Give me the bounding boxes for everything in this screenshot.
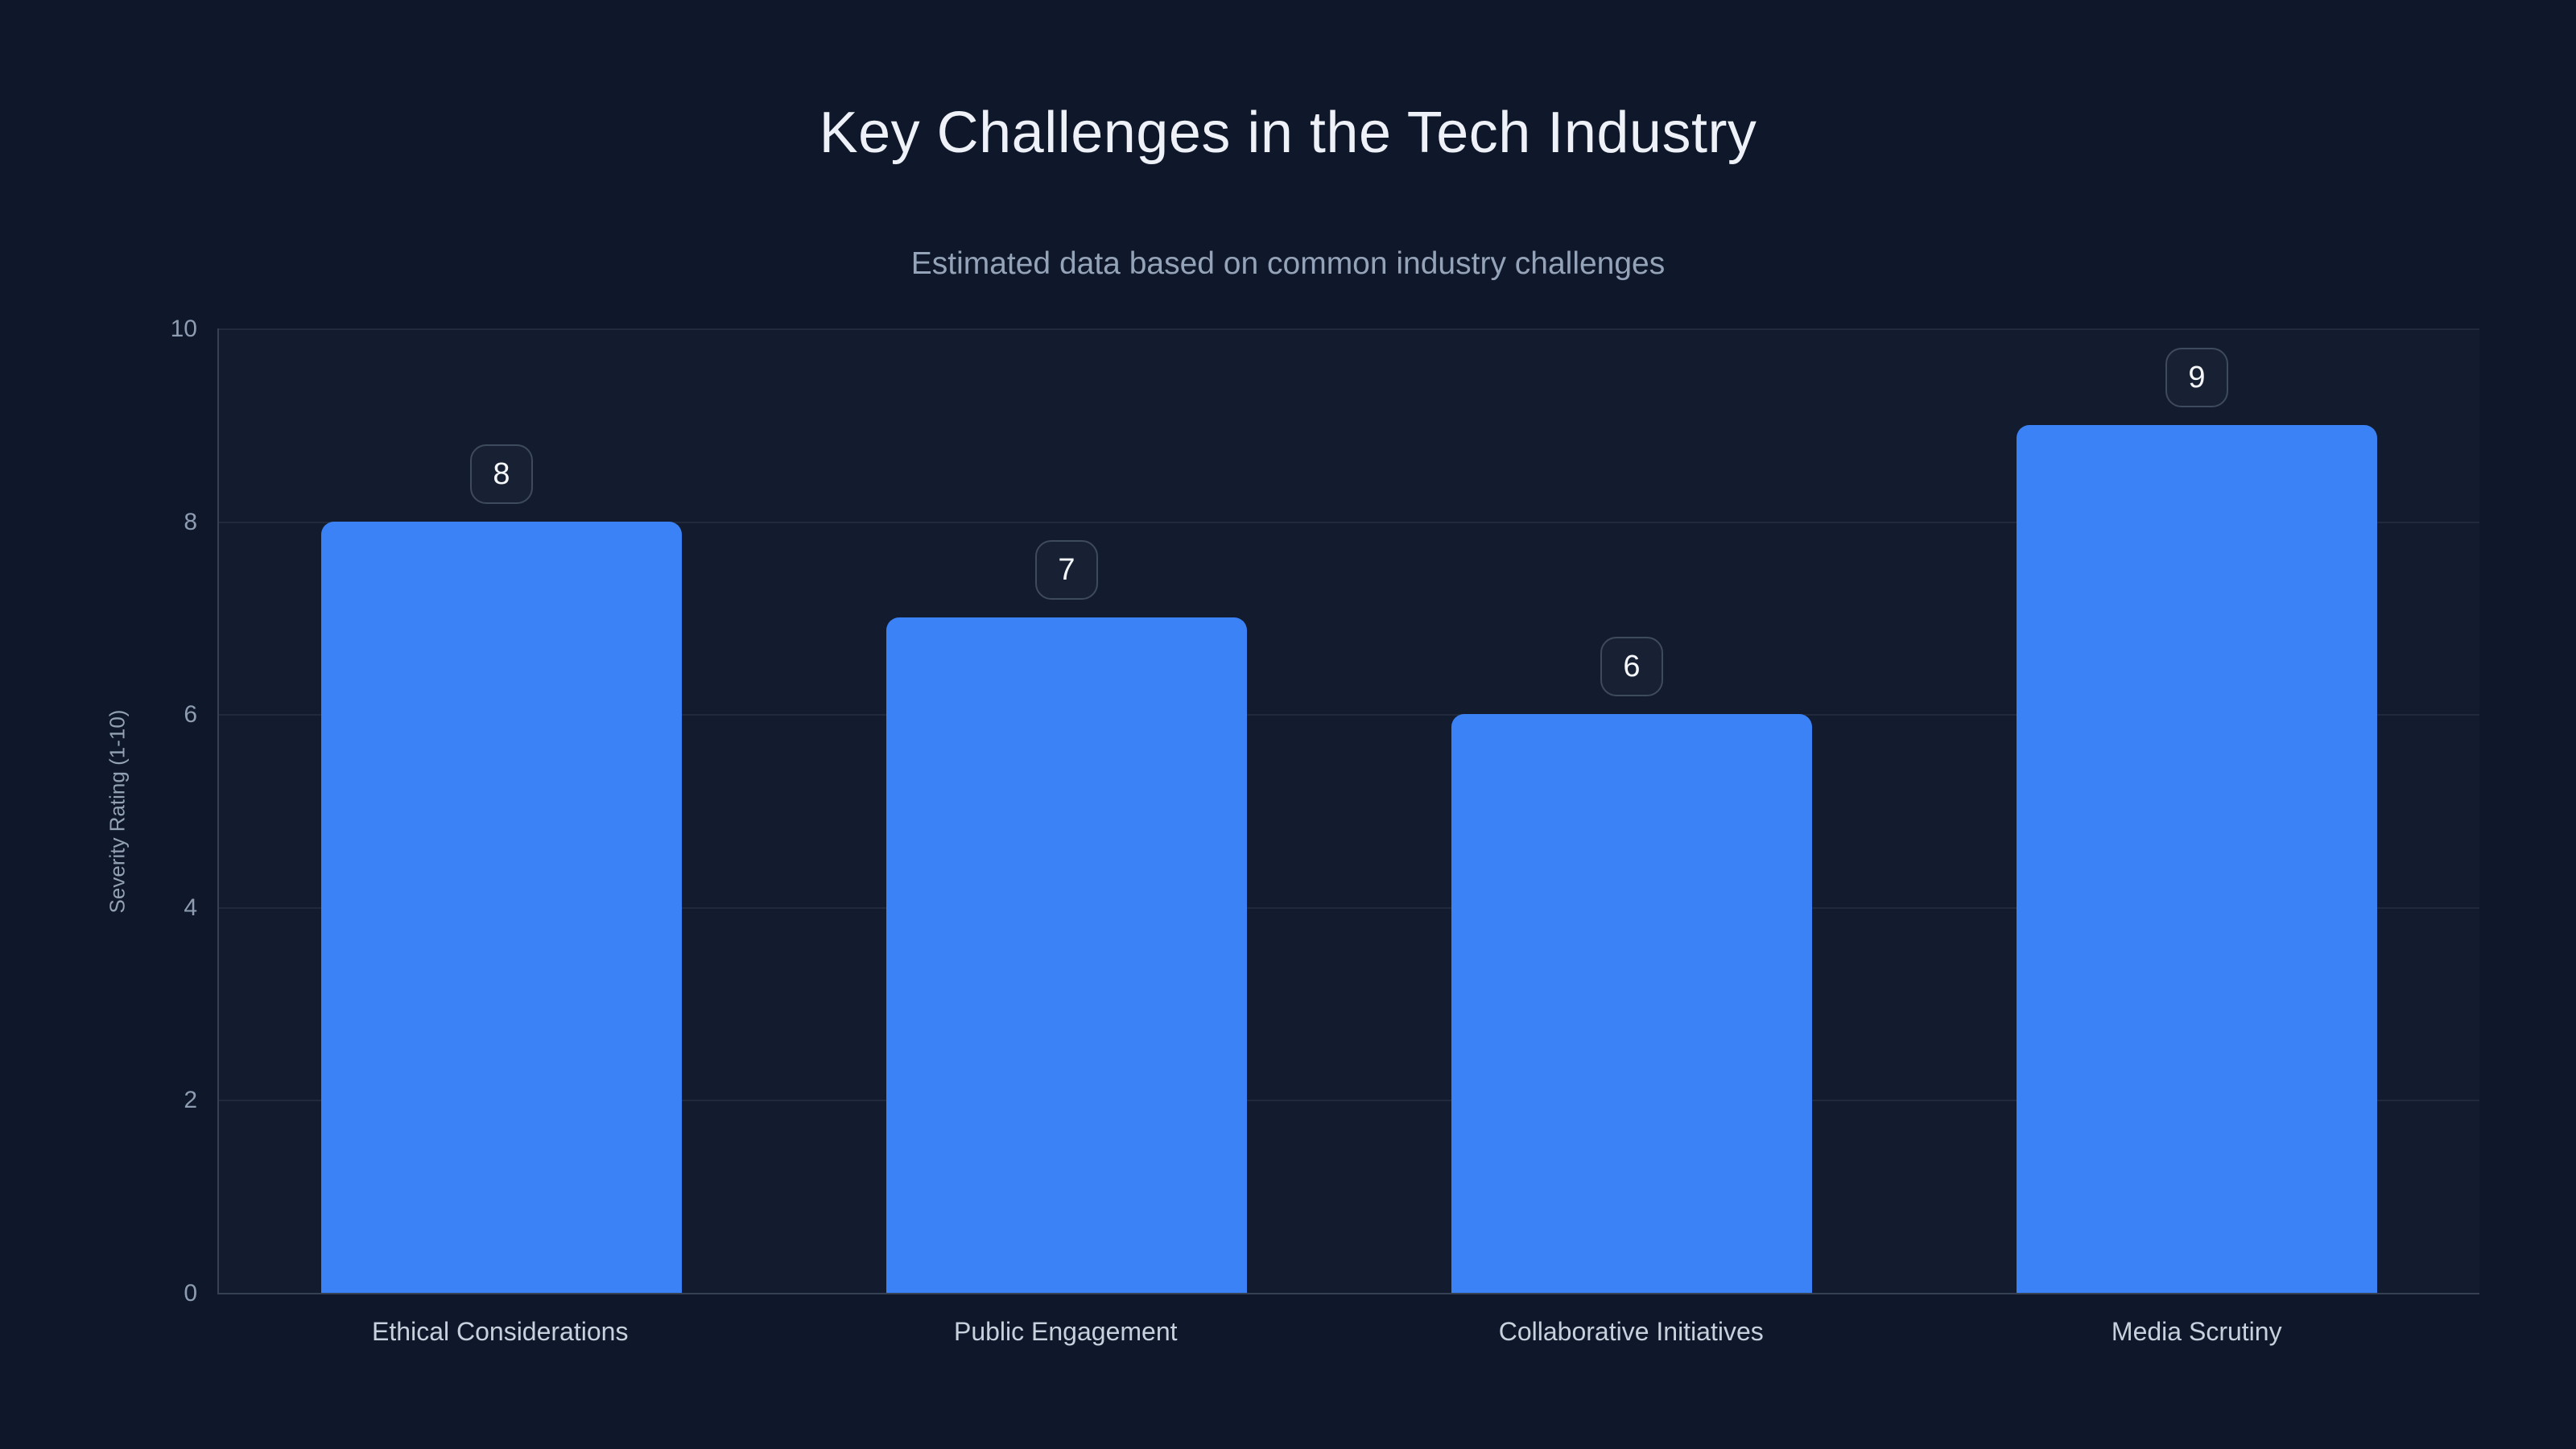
value-badge: 9 [2165,347,2228,407]
x-axis-label-media-scrutiny: Media Scrutiny [2111,1317,2282,1346]
bar-ethical-considerations [321,521,682,1293]
gridline-2: 2 [184,1088,2479,1113]
bar-group-collaborative-initiatives: 6 [1349,328,1914,1293]
gridline-4: 4 [184,895,2479,919]
chart-subtitle: Estimated data based on common industry … [910,246,1666,281]
x-axis-labels: Ethical Considerations Public Engagement… [217,1317,2479,1347]
bar-collaborative-initiatives [1451,714,1812,1293]
value-badge-text: 7 [1058,553,1075,588]
bar-group-ethical-considerations: 8 [219,328,784,1293]
value-badge: 8 [470,444,533,504]
plot-area: 10 8 6 4 2 0 8 7 6 [171,317,2479,1306]
value-badge-text: 8 [493,456,510,491]
bar-media-scrutiny [2017,424,2377,1293]
bars-container: 8 7 6 9 [219,328,2479,1293]
gridline-10: 10 [171,317,2479,341]
bar-group-media-scrutiny: 9 [1914,328,2479,1293]
x-axis-label-ethical-considerations: Ethical Considerations [372,1317,629,1346]
y-axis-title: Severity Rating (1-10) [105,709,130,914]
bar-public-engagement [886,617,1247,1293]
y-tick-label-4: 4 [184,894,197,921]
y-tick-label-2: 2 [184,1087,197,1114]
chart-title: Key Challenges in the Tech Industry [819,101,1757,165]
value-badge-text: 6 [1623,650,1641,684]
value-badge-text: 9 [2188,360,2206,394]
y-tick-label-0: 0 [184,1280,197,1307]
x-axis-label-collaborative-initiatives: Collaborative Initiatives [1498,1317,1764,1346]
value-badge: 7 [1035,540,1098,601]
gridline-0: 0 [184,1282,2479,1306]
gridline-8: 8 [184,510,2479,534]
value-badge: 6 [1600,637,1663,697]
bar-group-public-engagement: 7 [784,328,1349,1293]
gridline-6: 6 [184,703,2479,727]
y-tick-label-10: 10 [170,316,197,342]
x-axis-label-public-engagement: Public Engagement [953,1317,1178,1346]
y-tick-label-8: 8 [184,508,197,535]
y-tick-label-6: 6 [184,701,197,729]
